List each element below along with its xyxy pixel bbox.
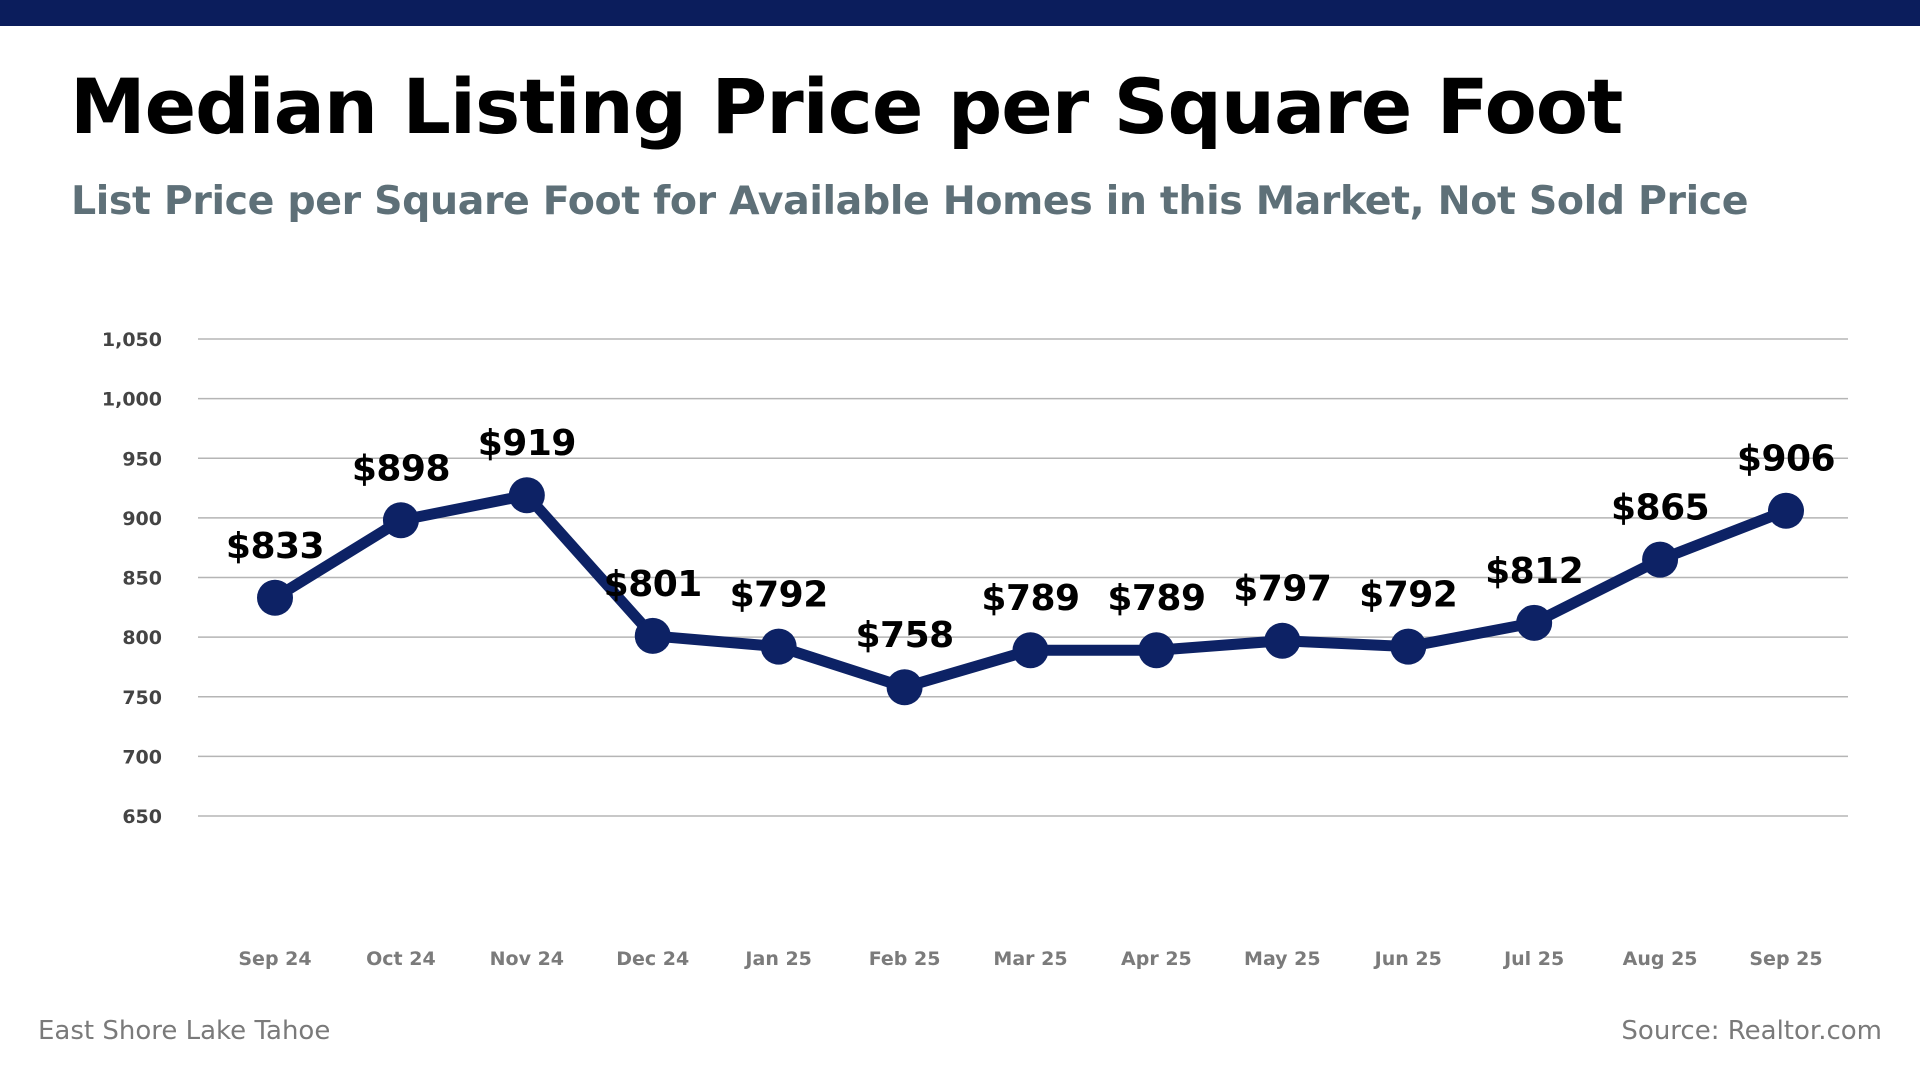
y-tick-label: 850 (122, 568, 162, 590)
data-labels: $833 $898 $919 $801 $792 $758 $789 $789 $797 $792… (226, 423, 1836, 656)
data-label: $919 (478, 423, 576, 464)
x-tick-label: Sep 24 (238, 948, 311, 970)
y-tick-label: 750 (122, 687, 162, 709)
data-point (1768, 492, 1804, 529)
data-source: Source: Realtor.com (1621, 1016, 1882, 1046)
market-location: East Shore Lake Tahoe (38, 1016, 331, 1046)
x-tick-label: May 25 (1244, 948, 1321, 970)
data-label: $898 (352, 448, 450, 489)
data-point (760, 628, 797, 665)
y-tick-label: 1,000 (102, 389, 162, 411)
data-point (1390, 628, 1427, 665)
data-point (1138, 632, 1175, 669)
y-tick-label: 650 (122, 806, 162, 828)
y-tick-label: 800 (122, 627, 162, 649)
data-points (257, 477, 1804, 706)
x-tick-label: Sep 25 (1749, 948, 1822, 970)
data-label: $797 (1233, 569, 1331, 610)
data-label: $792 (1359, 575, 1457, 616)
x-tick-label: Aug 25 (1623, 948, 1698, 970)
data-point (1642, 541, 1679, 578)
y-tick-label: 900 (122, 508, 162, 530)
y-tick-label: 700 (122, 746, 162, 768)
data-label: $833 (226, 526, 324, 567)
data-label: $906 (1737, 439, 1835, 480)
y-axis: 650 700 750 800 850 900 950 1,000 1,050 (102, 329, 162, 828)
chart-title: Median Listing Price per Square Foot (70, 62, 1623, 151)
x-tick-label: Mar 25 (993, 948, 1067, 970)
data-point (1264, 622, 1301, 659)
y-tick-label: 950 (122, 448, 162, 470)
data-label: $789 (1107, 578, 1205, 619)
data-point (1516, 604, 1553, 641)
x-tick-label: Jun 25 (1373, 948, 1442, 970)
x-tick-label: Apr 25 (1121, 948, 1192, 970)
data-point (1012, 632, 1049, 669)
data-label: $812 (1485, 551, 1583, 592)
data-point (508, 477, 545, 514)
data-point (634, 617, 671, 654)
top-accent-bar (0, 0, 1920, 26)
data-point (257, 579, 293, 616)
data-label: $789 (981, 578, 1079, 619)
data-label: $801 (604, 564, 702, 605)
x-tick-label: Feb 25 (869, 948, 941, 970)
data-label: $792 (730, 575, 828, 616)
data-label: $865 (1611, 488, 1709, 529)
x-tick-label: Jul 25 (1502, 948, 1564, 970)
x-tick-label: Oct 24 (366, 948, 436, 970)
data-point (886, 669, 923, 706)
x-tick-label: Nov 24 (490, 948, 564, 970)
chart-subtitle: List Price per Square Foot for Available… (71, 178, 1749, 224)
x-tick-label: Jan 25 (743, 948, 811, 970)
x-tick-label: Dec 24 (616, 948, 689, 970)
data-label: $758 (855, 615, 953, 656)
y-tick-label: 1,050 (102, 329, 162, 351)
x-axis: Sep 24 Oct 24 Nov 24 Dec 24 Jan 25 Feb 25 Mar … (238, 948, 1822, 970)
data-point (382, 502, 419, 539)
